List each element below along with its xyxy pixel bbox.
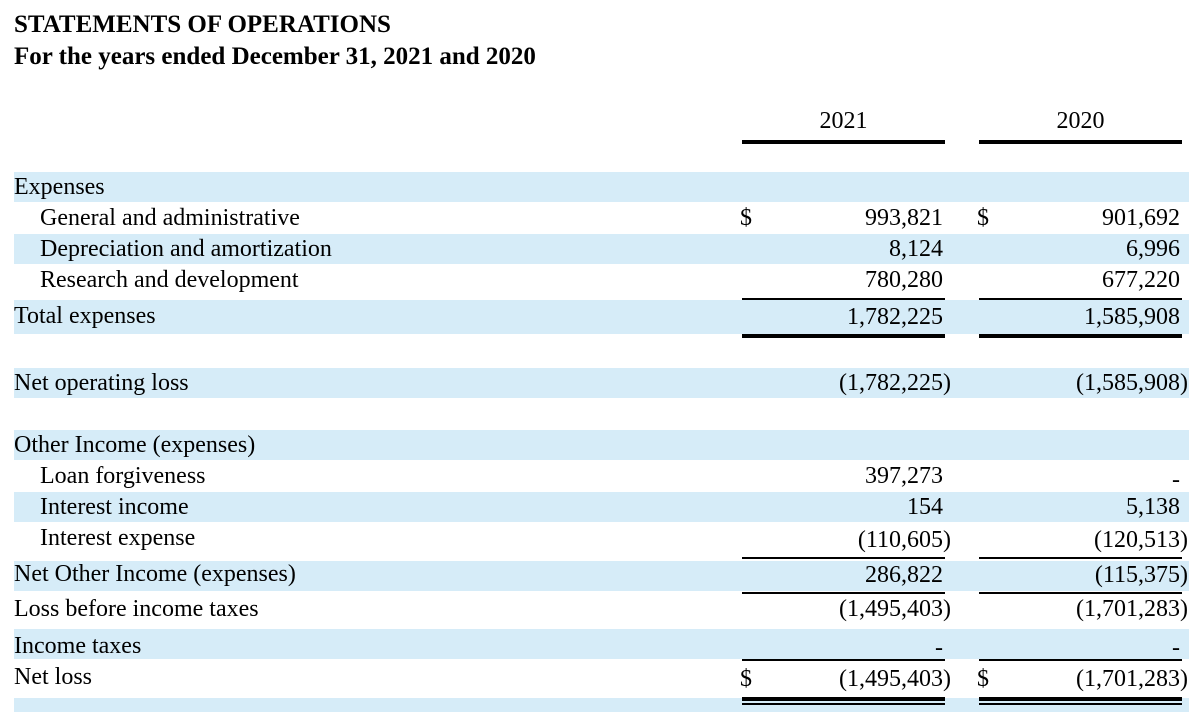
net-operating-loss-2021: (1,782,225)	[839, 370, 951, 396]
loss-before-taxes-label: Loss before income taxes	[14, 596, 259, 622]
subtotal-rule	[979, 592, 1182, 594]
interest-income-2020: 5,138	[1126, 494, 1180, 520]
research-2020: 677,220	[1102, 267, 1180, 293]
loss-before-taxes-2020: (1,701,283)	[1076, 596, 1188, 622]
net-operating-loss-2020: (1,585,908)	[1076, 370, 1188, 396]
currency-symbol: $	[977, 666, 989, 692]
row-band	[14, 698, 1189, 712]
general-admin-2020: 901,692	[1102, 205, 1180, 231]
net-loss-2020: (1,701,283)	[1076, 666, 1188, 692]
net-other-income-2020: (115,375)	[1094, 562, 1188, 588]
total-expenses-2021: 1,782,225	[847, 304, 943, 330]
subtotal-rule	[742, 298, 945, 300]
income-taxes-2020: -	[1172, 635, 1180, 661]
depreciation-2020: 6,996	[1126, 236, 1180, 262]
subtotal-rule	[742, 557, 945, 559]
currency-symbol: $	[977, 205, 989, 231]
currency-symbol: $	[740, 205, 752, 231]
row-band	[14, 629, 1189, 659]
net-operating-loss-label: Net operating loss	[14, 370, 189, 396]
total-rule	[979, 703, 1182, 705]
total-rule	[742, 703, 945, 705]
row-band	[14, 492, 1189, 522]
row-band	[14, 172, 1189, 202]
income-taxes-label: Income taxes	[14, 633, 142, 659]
row-band	[14, 234, 1189, 264]
total-rule	[742, 697, 945, 701]
net-other-income-label: Net Other Income (expenses)	[14, 561, 296, 587]
income-taxes-2021: -	[935, 635, 943, 661]
expenses-heading: Expenses	[14, 174, 105, 200]
general-admin-2021: 993,821	[865, 205, 943, 231]
interest-expense-2020: (120,513)	[1094, 527, 1188, 553]
loan-forgiveness-2021: 397,273	[865, 463, 943, 489]
subtotal-rule	[742, 592, 945, 594]
research-2021: 780,280	[865, 267, 943, 293]
depreciation-2021: 8,124	[889, 236, 943, 262]
subtotal-rule	[979, 298, 1182, 300]
net-other-income-2021: 286,822	[865, 562, 943, 588]
column-header-2021: 2021	[742, 106, 945, 144]
research-label: Research and development	[40, 267, 299, 293]
interest-income-2021: 154	[907, 494, 943, 520]
row-band	[14, 368, 1189, 398]
subtotal-rule	[742, 659, 945, 661]
total-expenses-2020: 1,585,908	[1084, 304, 1180, 330]
interest-expense-label: Interest expense	[40, 525, 196, 551]
net-loss-2021: (1,495,403)	[839, 666, 951, 692]
loan-forgiveness-2020: -	[1172, 467, 1180, 493]
other-income-heading: Other Income (expenses)	[14, 432, 256, 458]
total-rule	[742, 334, 945, 338]
row-band	[14, 430, 1189, 460]
subtotal-rule	[979, 557, 1182, 559]
currency-symbol: $	[740, 666, 752, 692]
net-loss-label: Net loss	[14, 664, 92, 690]
statement-subtitle: For the years ended December 31, 2021 an…	[14, 43, 536, 70]
total-rule	[979, 334, 1182, 338]
statement-title: STATEMENTS OF OPERATIONS	[14, 11, 391, 38]
subtotal-rule	[979, 659, 1182, 661]
depreciation-label: Depreciation and amortization	[40, 236, 332, 262]
interest-income-label: Interest income	[40, 494, 189, 520]
total-rule	[979, 697, 1182, 701]
interest-expense-2021: (110,605)	[857, 527, 951, 553]
row-band	[14, 300, 1189, 334]
general-admin-label: General and administrative	[40, 205, 300, 231]
total-expenses-label: Total expenses	[14, 303, 156, 329]
column-header-2020: 2020	[979, 106, 1182, 144]
row-band	[14, 561, 1189, 591]
loss-before-taxes-2021: (1,495,403)	[839, 596, 951, 622]
loan-forgiveness-label: Loan forgiveness	[40, 463, 206, 489]
